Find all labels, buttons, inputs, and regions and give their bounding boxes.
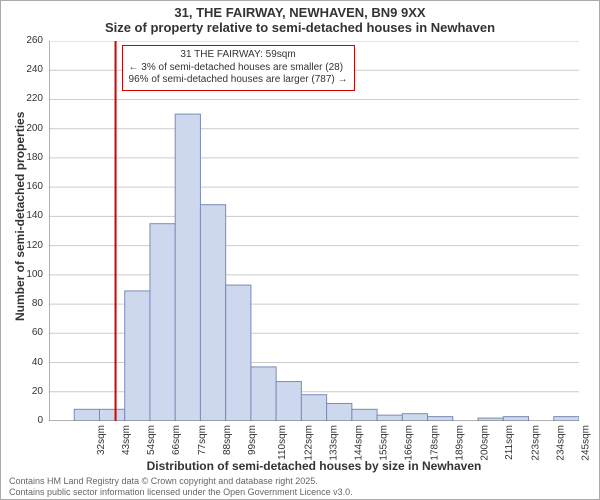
x-axis-label: Distribution of semi-detached houses by … [49,459,579,473]
x-tick-label: 110sqm [277,425,288,460]
y-tick-label: 160 [3,181,43,192]
y-tick-label: 20 [3,386,43,397]
annotation-line3: 96% of semi-detached houses are larger (… [129,74,348,87]
x-tick-label: 66sqm [171,425,182,455]
y-tick-label: 100 [3,269,43,280]
x-tick-label: 200sqm [480,425,491,461]
annotation-line2: ← 3% of semi-detached houses are smaller… [129,62,348,75]
x-tick-label: 223sqm [530,425,541,461]
x-tick-label: 43sqm [121,425,132,455]
chart-title-line1: 31, THE FAIRWAY, NEWHAVEN, BN9 9XX [1,1,599,20]
y-tick-label: 80 [3,298,43,309]
footer-line2: Contains public sector information licen… [9,487,353,497]
y-tick-label: 120 [3,240,43,251]
x-tick-label: 32sqm [96,425,107,455]
chart-container: 31, THE FAIRWAY, NEWHAVEN, BN9 9XX Size … [0,0,600,500]
y-tick-label: 220 [3,93,43,104]
y-tick-label: 180 [3,152,43,163]
x-tick-label: 99sqm [247,425,258,455]
y-tick-label: 240 [3,64,43,75]
x-tick-label: 155sqm [379,425,390,461]
x-tick-label: 144sqm [354,425,365,461]
histogram-svg [49,41,579,421]
plot-area: 31 THE FAIRWAY: 59sqm ← 3% of semi-detac… [49,41,579,421]
x-tick-label: 122sqm [303,425,314,461]
x-tick-label: 88sqm [222,425,233,455]
annotation-box: 31 THE FAIRWAY: 59sqm ← 3% of semi-detac… [122,45,355,91]
y-tick-label: 140 [3,210,43,221]
x-tick-label: 54sqm [146,425,157,455]
x-tick-label: 189sqm [455,425,466,461]
x-tick-label: 245sqm [581,425,592,461]
y-tick-label: 260 [3,35,43,46]
y-tick-label: 200 [3,123,43,134]
chart-title-line2: Size of property relative to semi-detach… [1,20,599,37]
y-tick-label: 0 [3,415,43,426]
x-tick-label: 234sqm [555,425,566,461]
x-tick-label: 211sqm [504,425,515,460]
x-tick-label: 166sqm [404,425,415,461]
y-tick-label: 60 [3,327,43,338]
x-tick-label: 178sqm [429,425,440,461]
annotation-line1: 31 THE FAIRWAY: 59sqm [129,49,348,62]
y-tick-label: 40 [3,357,43,368]
footer-attribution: Contains HM Land Registry data © Crown c… [9,476,353,497]
x-tick-label: 133sqm [328,425,339,461]
x-tick-label: 77sqm [197,425,208,455]
footer-line1: Contains HM Land Registry data © Crown c… [9,476,353,486]
